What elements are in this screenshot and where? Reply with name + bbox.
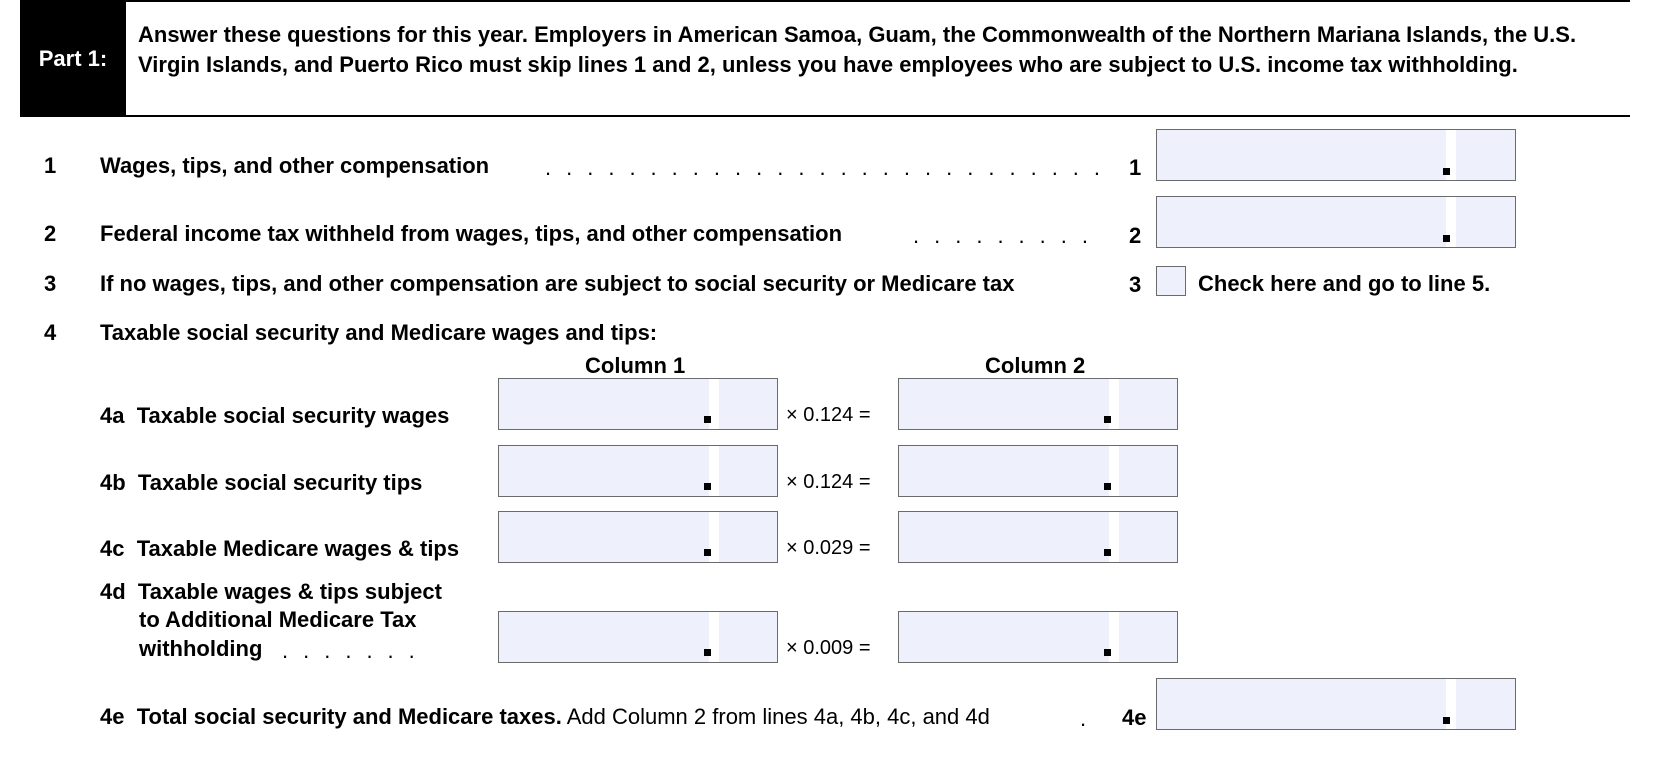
line-4d-label: 4d Taxable wages & tips subject bbox=[100, 579, 442, 605]
line-4c-column-2-field[interactable] bbox=[898, 511, 1178, 563]
line-1-text: Wages, tips, and other compensation bbox=[100, 153, 490, 178]
line-4a-label: 4a Taxable social security wages bbox=[100, 403, 449, 429]
line-3-box-label: 3 bbox=[1129, 272, 1142, 297]
line-1-amount-field[interactable] bbox=[1156, 129, 1516, 181]
line-4d-text-line-1: Taxable wages & tips subject bbox=[137, 579, 442, 604]
part-1-header: Part 1: Answer these questions for this … bbox=[20, 0, 1630, 117]
line-4e-box-label: 4e bbox=[1122, 705, 1147, 730]
line-4c-multiplier: × 0.029 = bbox=[786, 537, 871, 559]
line-4d-text-line-2: to Additional Medicare Tax bbox=[139, 607, 417, 632]
header-bottom-rule bbox=[20, 115, 1630, 117]
line-2-number: 2 bbox=[44, 221, 57, 246]
line-4b-label: 4b Taxable social security tips bbox=[100, 470, 422, 496]
line-4a-column-2-field[interactable] bbox=[898, 378, 1178, 430]
line-4a-multiplier: × 0.124 = bbox=[786, 404, 871, 426]
line-1-number: 1 bbox=[44, 153, 57, 178]
line-3-checkbox[interactable] bbox=[1156, 266, 1186, 296]
part-instructions: Answer these questions for this year. Em… bbox=[138, 22, 1577, 77]
line-3-number: 3 bbox=[44, 271, 57, 296]
line-1-box-label: 1 bbox=[1129, 155, 1142, 180]
line-3-text: If no wages, tips, and other compensatio… bbox=[100, 271, 1015, 296]
part-tag: Part 1: bbox=[20, 0, 126, 117]
line-3-checkbox-label: Check here and go to line 5. bbox=[1198, 271, 1491, 296]
line-4c-number: 4c bbox=[100, 536, 125, 561]
line-4d-number: 4d bbox=[100, 579, 126, 604]
line-4c-text: Taxable Medicare wages & tips bbox=[136, 536, 460, 561]
line-4a-text: Taxable social security wages bbox=[136, 403, 450, 428]
line-4b-column-1-field[interactable] bbox=[498, 445, 778, 497]
line-4-text: Taxable social security and Medicare wag… bbox=[100, 320, 658, 345]
line-4a-column-1-field[interactable] bbox=[498, 378, 778, 430]
line-4b-column-2-field[interactable] bbox=[898, 445, 1178, 497]
line-2-box-label: 2 bbox=[1129, 223, 1142, 248]
line-4e-text: Add Column 2 from lines 4a, 4b, 4c, and … bbox=[561, 704, 990, 729]
line-4d-column-1-field[interactable] bbox=[498, 611, 778, 663]
line-4d-leader-dots: ....... bbox=[282, 638, 430, 663]
line-4e-amount-field[interactable] bbox=[1156, 678, 1516, 730]
line-4c-column-1-field[interactable] bbox=[498, 511, 778, 563]
column-1-header: Column 1 bbox=[585, 353, 686, 378]
line-4b-number: 4b bbox=[100, 470, 126, 495]
line-2-leader-dots: .............. bbox=[913, 223, 1105, 248]
line-4d-column-2-field[interactable] bbox=[898, 611, 1178, 663]
line-4e-leader-dots: . bbox=[1080, 706, 1102, 731]
line-4c-label: 4c Taxable Medicare wages & tips bbox=[100, 536, 459, 562]
line-4b-multiplier: × 0.124 = bbox=[786, 471, 871, 493]
line-4b-text: Taxable social security tips bbox=[137, 470, 423, 495]
line-4e-text-bold: Total social security and Medicare taxes… bbox=[136, 704, 562, 729]
line-4d-text-line-3: withholding bbox=[139, 636, 263, 661]
header-top-rule bbox=[20, 0, 1630, 2]
line-4e-number: 4e bbox=[100, 704, 125, 729]
column-2-header: Column 2 bbox=[985, 353, 1086, 378]
line-2-text: Federal income tax withheld from wages, … bbox=[100, 221, 843, 246]
line-2-amount-field[interactable] bbox=[1156, 196, 1516, 248]
line-4a-number: 4a bbox=[100, 403, 125, 428]
line-4d-multiplier: × 0.009 = bbox=[786, 637, 871, 659]
line-4e-label: 4e Total social security and Medicare ta… bbox=[100, 704, 990, 730]
line-1-leader-dots: ....................................... bbox=[545, 155, 1105, 180]
line-4-number: 4 bbox=[44, 320, 57, 345]
